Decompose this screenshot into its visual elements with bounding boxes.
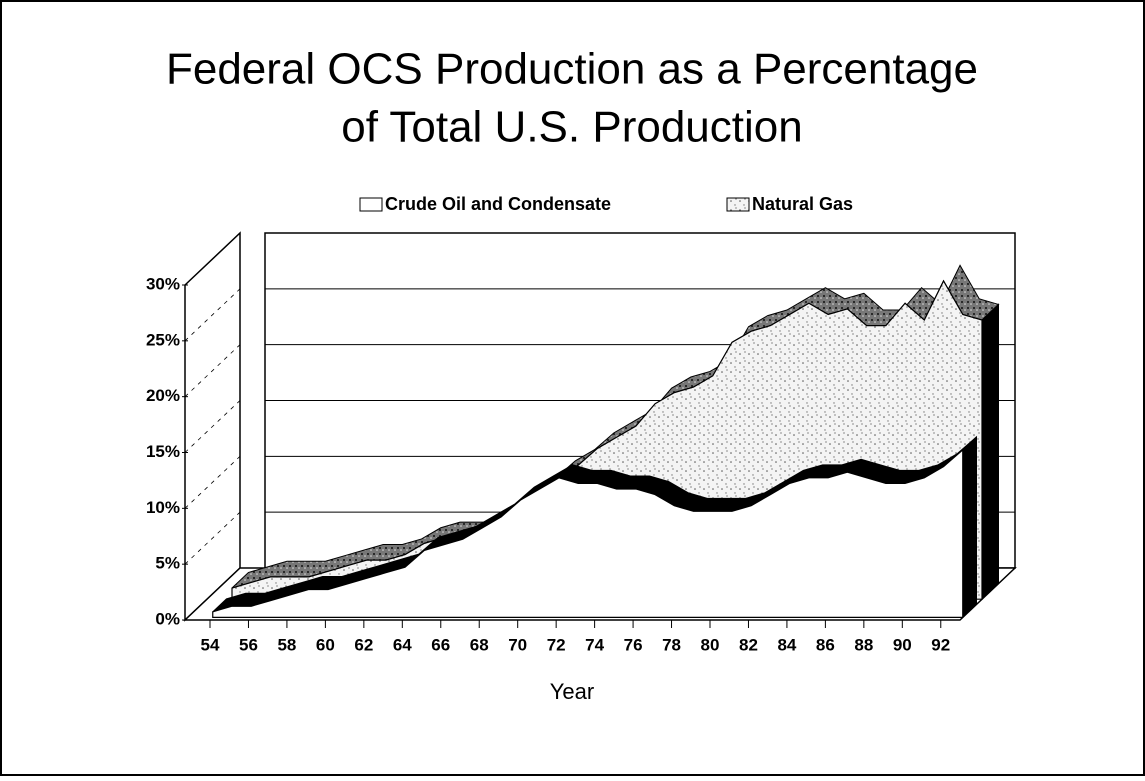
y-tick-label: 0% bbox=[155, 609, 180, 628]
y-tick-label: 10% bbox=[146, 498, 180, 517]
grid-line bbox=[184, 400, 241, 453]
x-tick-label: 80 bbox=[701, 635, 720, 654]
x-tick-label: 64 bbox=[393, 635, 412, 654]
legend-swatch bbox=[359, 197, 383, 212]
x-tick-label: 84 bbox=[777, 635, 796, 654]
grid-line bbox=[184, 232, 241, 286]
x-tick-label: 82 bbox=[739, 635, 758, 654]
y-tick-label: 15% bbox=[146, 442, 180, 461]
x-tick-label: 92 bbox=[931, 635, 950, 654]
x-tick-label: 60 bbox=[316, 635, 335, 654]
x-tick-label: 78 bbox=[662, 635, 681, 654]
y-tick-label: 5% bbox=[155, 554, 180, 573]
legend-label: Natural Gas bbox=[752, 194, 853, 214]
area-end bbox=[962, 435, 977, 619]
x-tick-label: 86 bbox=[816, 635, 835, 654]
grid-line bbox=[184, 511, 241, 565]
x-tick-label: 58 bbox=[277, 635, 296, 654]
y-tick-label: 30% bbox=[146, 274, 180, 293]
y-tick-label: 25% bbox=[146, 330, 180, 349]
x-tick-label: 68 bbox=[470, 635, 489, 654]
x-tick-label: 56 bbox=[239, 635, 258, 654]
x-tick-label: 62 bbox=[354, 635, 373, 654]
legend-label: Crude Oil and Condensate bbox=[385, 194, 611, 214]
x-tick-label: 54 bbox=[201, 635, 220, 654]
area bbox=[212, 448, 964, 619]
area-end bbox=[981, 303, 999, 601]
x-tick-label: 66 bbox=[431, 635, 450, 654]
grid-line bbox=[184, 456, 241, 509]
x-tick-label: 74 bbox=[585, 635, 604, 654]
chart-title: of Total U.S. Production bbox=[341, 103, 802, 152]
x-tick-label: 70 bbox=[508, 635, 527, 654]
grid-line bbox=[184, 288, 241, 342]
legend-swatch bbox=[726, 197, 750, 212]
x-tick-label: 76 bbox=[624, 635, 643, 654]
x-tick-label: 88 bbox=[854, 635, 873, 654]
chart-title: Federal OCS Production as a Percentage bbox=[166, 45, 978, 94]
x-tick-label: 90 bbox=[893, 635, 912, 654]
x-axis-title: Year bbox=[550, 679, 594, 704]
x-tick-label: 72 bbox=[547, 635, 566, 654]
grid-line bbox=[184, 567, 241, 621]
grid-line bbox=[184, 344, 241, 397]
y-tick-label: 20% bbox=[146, 386, 180, 405]
